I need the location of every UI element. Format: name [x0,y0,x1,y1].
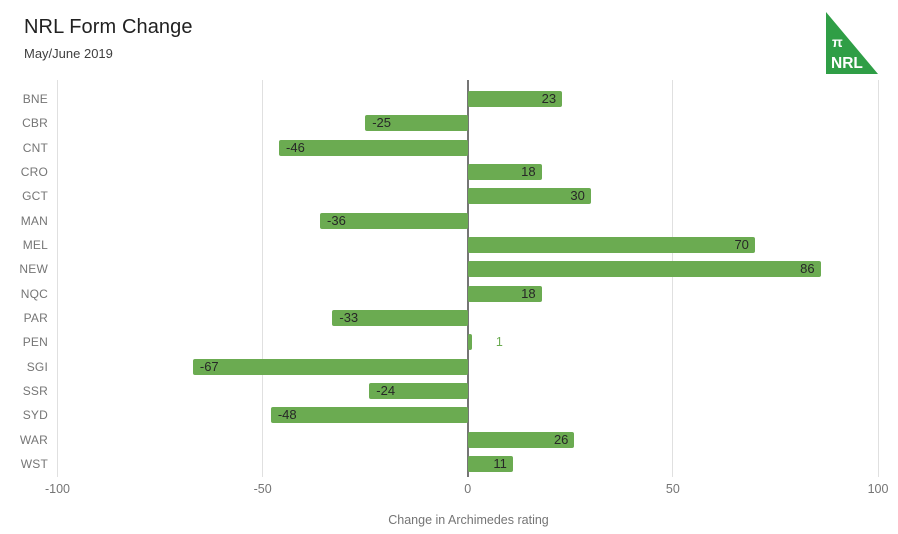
category-label-cnt: CNT [22,140,48,155]
bar-bne [467,91,563,107]
bar-war [467,431,575,448]
bar-nqc [467,285,542,302]
x-gridline [262,80,264,477]
category-label-war: WAR [19,432,48,447]
category-label-nqc: NQC [20,286,48,301]
category-label-syd: SYD [22,408,48,423]
value-label-war: 26 [553,431,569,447]
category-label-pen: PEN [22,335,48,350]
value-label-bne: 23 [541,91,557,106]
value-label-sgi: -67 [199,358,219,374]
category-label-ssr: SSR [22,383,48,398]
bar-gct [467,188,591,205]
bar-ssr [369,382,468,399]
chart-subtitle: May/June 2019 [24,46,113,61]
category-label-cbr: CBR [22,116,48,131]
value-label-syd: -48 [277,407,297,423]
category-label-gct: GCT [22,189,48,204]
bar-wst [467,455,513,472]
value-label-gct: 30 [570,188,585,204]
bar-cbr [365,115,468,132]
value-label-cnt: -46 [286,139,305,155]
category-label-man: MAN [20,213,48,228]
bar-sgi [192,358,468,375]
bar-mel [467,236,755,253]
value-label-mel: 70 [734,236,749,252]
bar-syd [270,407,468,424]
value-label-nqc: 18 [521,285,536,301]
value-label-pen: 1 [495,335,503,350]
bar-cro [467,163,542,180]
x-gridline [877,80,879,477]
chart-title: NRL Form Change [24,16,193,38]
zero-baseline [466,80,469,477]
pi-nrl-logo: π NRL [826,12,878,74]
logo-pi-text: π [832,34,843,50]
value-label-par: -33 [339,309,359,325]
value-label-ssr: -24 [376,382,396,398]
category-label-bne: BNE [22,92,48,106]
x-axis-title: Change in Archimedes rating [388,513,549,527]
value-label-cro: 18 [521,163,536,179]
value-label-wst: 11 [493,455,507,471]
logo-nrl-text: NRL [831,55,863,72]
x-tick-label: 50 [665,482,680,496]
category-label-wst: WST [20,456,48,471]
x-gridline [672,80,674,477]
value-label-new: 86 [800,261,815,277]
value-label-cbr: -25 [372,115,391,131]
x-gridline [57,80,58,477]
logo-triangle-icon [826,12,878,74]
category-label-cro: CRO [20,164,48,179]
bar-man [320,212,468,229]
bar-new [467,261,821,278]
bar-par [332,309,468,326]
category-label-par: PAR [23,310,48,325]
category-label-mel: MEL [22,237,48,252]
bar-pen [467,334,472,351]
category-label-new: NEW [19,262,48,277]
x-tick-label: -100 [44,482,71,496]
x-tick-label: 0 [464,482,472,496]
value-label-man: -36 [327,212,346,228]
category-label-sgi: SGI [26,359,48,374]
x-tick-label: -50 [253,482,272,496]
x-tick-label: 100 [867,482,889,496]
bar-cnt [279,139,468,156]
